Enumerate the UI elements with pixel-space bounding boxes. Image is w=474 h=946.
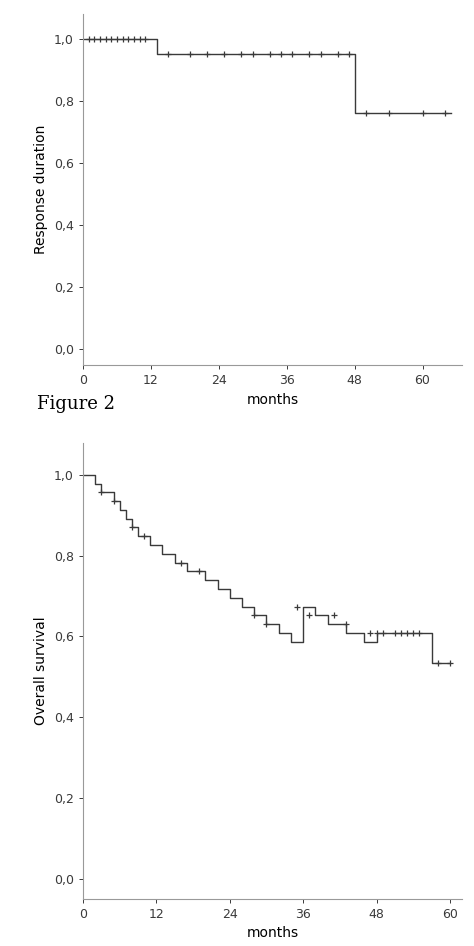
X-axis label: months: months bbox=[246, 926, 299, 940]
X-axis label: months: months bbox=[246, 393, 299, 407]
Y-axis label: Response duration: Response duration bbox=[35, 125, 48, 254]
Y-axis label: Overall survival: Overall survival bbox=[35, 617, 48, 725]
Text: Figure 2: Figure 2 bbox=[37, 394, 116, 412]
